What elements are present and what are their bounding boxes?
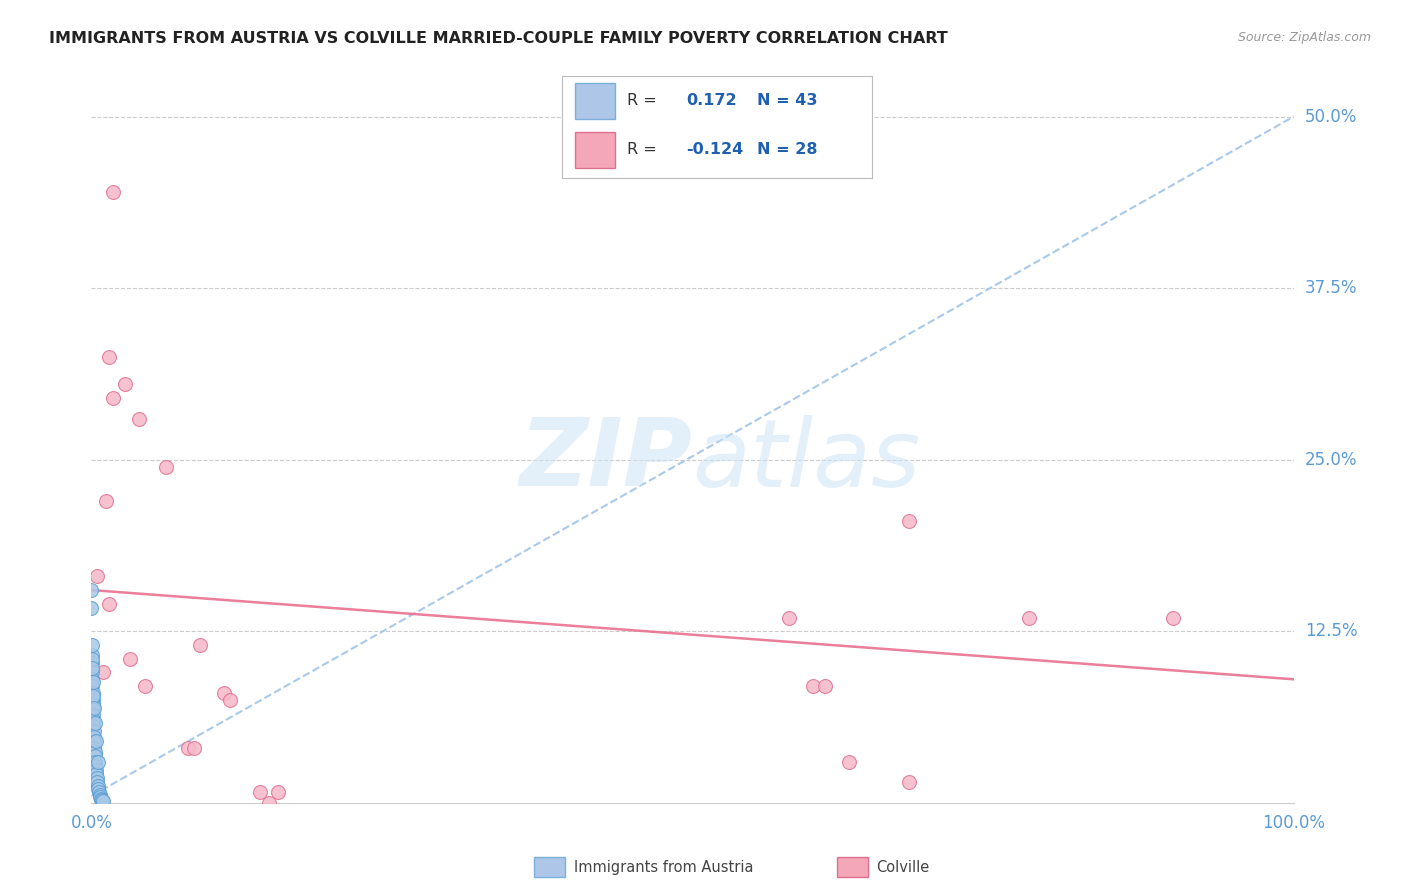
Point [183,740,205,755]
Text: 50.0%: 50.0% [1305,108,1357,126]
Point [82,702,104,716]
Point [86,780,108,794]
Point [89,790,111,805]
Point [91,793,114,807]
Point [82,661,104,675]
Point [249,785,271,799]
Point [84,767,107,781]
Point [83,735,105,749]
Text: Source: ZipAtlas.com: Source: ZipAtlas.com [1237,31,1371,45]
Text: ZIP: ZIP [520,414,692,507]
Point [82,665,104,680]
Point [114,377,136,392]
Point [83,730,105,744]
Text: R =: R = [627,142,657,157]
Point [1018,610,1040,624]
Point [118,651,141,665]
Text: R =: R = [627,93,657,108]
Point [80,651,103,665]
Point [84,755,107,769]
Point [86,569,108,583]
Bar [575,132,614,168]
Text: IMMIGRANTS FROM AUSTRIA VS COLVILLE MARRIED-COUPLE FAMILY POVERTY CORRELATION CH: IMMIGRANTS FROM AUSTRIA VS COLVILLE MARR… [49,31,948,46]
Point [82,689,104,703]
Point [82,708,104,723]
Point [82,719,104,733]
Text: 0.172: 0.172 [686,93,737,108]
Point [82,679,104,693]
Text: N = 28: N = 28 [758,142,818,157]
Point [83,749,105,764]
Bar [575,83,614,119]
Text: 37.5%: 37.5% [1305,279,1357,297]
Point [80,583,103,598]
Point [801,679,824,693]
Point [82,686,104,700]
Point [1161,610,1184,624]
Y-axis label: Married-Couple Family Poverty: Married-Couple Family Poverty [0,329,7,563]
Point [134,679,156,693]
Point [86,771,108,785]
Point [87,755,110,769]
Point [80,656,103,670]
Point [814,679,837,693]
Point [87,785,110,799]
Point [90,791,112,805]
Point [82,697,104,711]
Point [897,515,920,529]
Point [188,638,211,652]
Point [212,686,235,700]
Text: Immigrants from Austria: Immigrants from Austria [574,860,754,874]
Point [838,755,860,769]
Point [155,459,177,474]
Point [267,785,290,799]
Text: atlas: atlas [692,415,921,506]
Point [101,391,124,405]
Point [82,693,104,707]
Point [94,494,117,508]
Point [82,675,104,690]
Point [89,788,111,802]
Point [83,745,105,759]
Text: Colville: Colville [876,860,929,874]
Point [87,782,110,797]
Point [98,597,121,611]
Point [218,693,240,707]
Point [86,775,108,789]
Text: 25.0%: 25.0% [1305,450,1357,468]
Text: -0.124: -0.124 [686,142,744,157]
Point [83,701,105,715]
Point [897,775,920,789]
Point [93,794,115,808]
Point [86,734,108,748]
Point [84,763,107,777]
Point [98,350,121,364]
Point [84,758,107,772]
Point [80,638,103,652]
Point [82,673,104,687]
Point [101,185,124,199]
Point [82,714,104,728]
Point [83,740,105,755]
Text: N = 43: N = 43 [758,93,818,108]
Point [80,601,103,615]
Text: 12.5%: 12.5% [1305,623,1357,640]
Point [84,716,107,731]
Point [176,740,198,755]
Point [128,411,150,425]
Point [259,796,281,810]
Point [83,724,105,739]
Point [93,665,115,680]
Point [778,610,800,624]
Point [80,648,103,662]
